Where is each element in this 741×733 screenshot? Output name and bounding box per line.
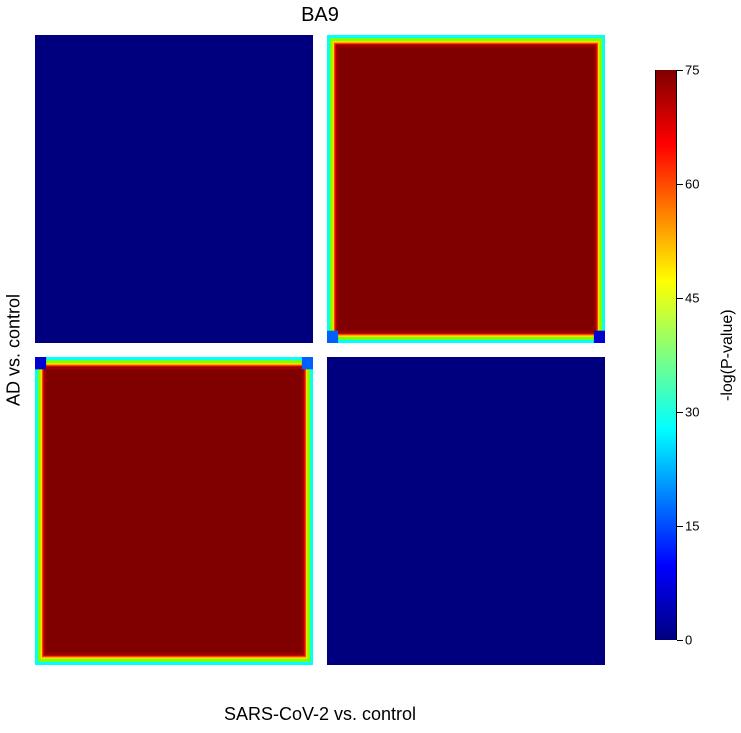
chart-title: BA9 <box>35 4 605 27</box>
colorbar-tick-label: 75 <box>685 63 699 78</box>
heatmap-quadrant-top-right <box>327 35 605 343</box>
heatmap-area <box>35 35 605 665</box>
figure: BA9 AD vs. control SA <box>0 0 741 733</box>
colorbar-tick-label: 60 <box>685 177 699 192</box>
colorbar-tick <box>677 526 683 527</box>
colorbar-tick <box>677 640 683 641</box>
colorbar-tick <box>677 184 683 185</box>
heatmap-quadrant-bottom-right <box>327 357 605 665</box>
heatmap-quadrant-top-left <box>35 35 313 343</box>
colorbar-tick <box>677 298 683 299</box>
colorbar-tick-label: 0 <box>685 633 692 648</box>
colorbar-tick <box>677 70 683 71</box>
y-axis-label: AD vs. control <box>2 35 26 665</box>
heatmap-quadrant-bottom-left <box>35 357 313 665</box>
colorbar-ticks: 01530456075 <box>677 70 683 640</box>
colorbar-label: -log(P-value) <box>717 70 739 640</box>
colorbar-gradient <box>655 70 677 640</box>
colorbar: 01530456075 <box>655 70 677 640</box>
colorbar-tick-label: 15 <box>685 519 699 534</box>
colorbar-tick-label: 45 <box>685 291 699 306</box>
colorbar-tick-label: 30 <box>685 405 699 420</box>
x-axis-label: SARS-CoV-2 vs. control <box>35 704 605 725</box>
colorbar-tick <box>677 412 683 413</box>
